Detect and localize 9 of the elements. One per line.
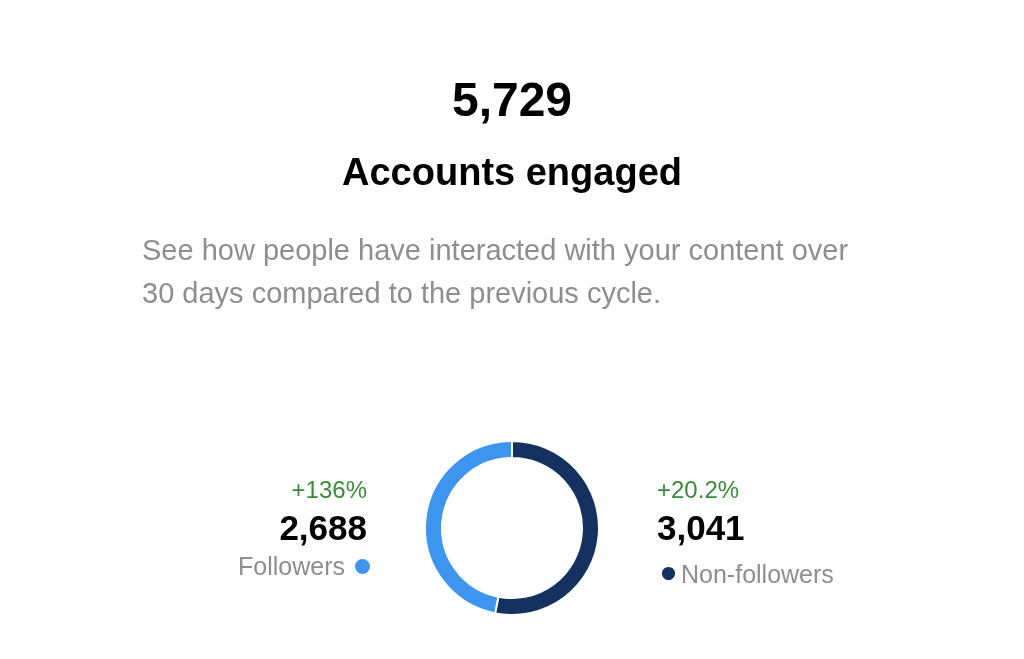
legend-label: Non-followers bbox=[681, 559, 834, 588]
data-label: 3,041 bbox=[657, 508, 745, 547]
text: +136% bbox=[291, 475, 367, 503]
slice-label: Followers bbox=[238, 552, 345, 581]
text: +20.2% bbox=[657, 475, 740, 503]
data-label: 2,688 bbox=[279, 508, 367, 547]
chart-title: 5,729 bbox=[451, 72, 573, 126]
chart-subtitle: Accounts engaged bbox=[342, 151, 682, 193]
text: See how people have interacted with your content over 30 days compared to the previous cycle. bbox=[142, 233, 857, 309]
